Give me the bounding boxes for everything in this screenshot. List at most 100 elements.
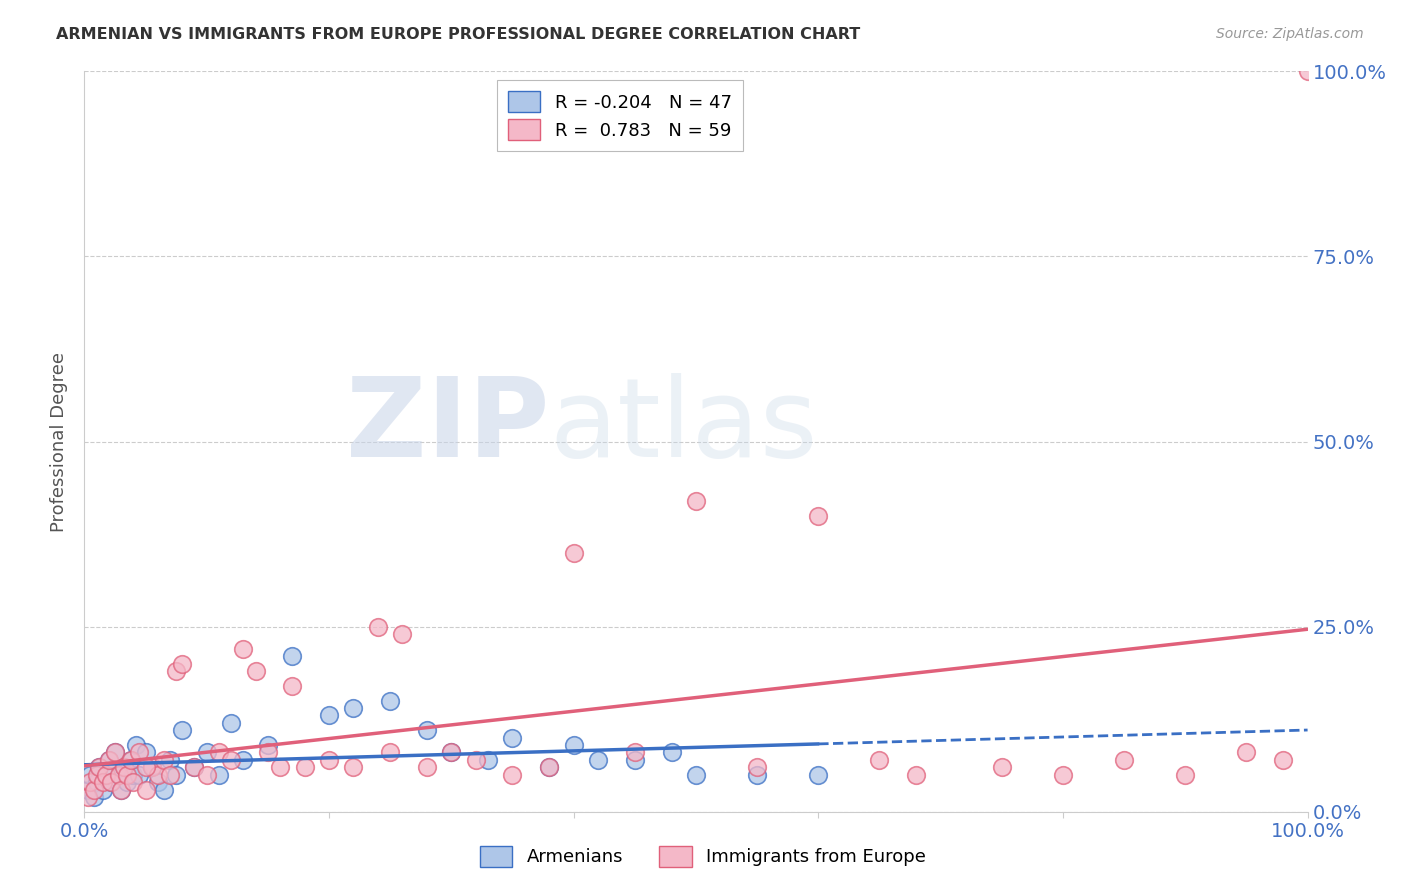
Point <box>128 767 150 781</box>
Point <box>107 767 129 781</box>
Point <box>165 664 187 678</box>
Point <box>86 767 108 781</box>
Point <box>219 753 242 767</box>
Point <box>91 782 114 797</box>
Point <box>464 753 486 767</box>
Point <box>115 767 138 781</box>
Point <box>1052 767 1074 781</box>
Point <box>807 767 830 781</box>
Point <box>991 760 1014 774</box>
Point <box>416 723 439 738</box>
Point <box>125 738 148 752</box>
Point <box>905 767 928 781</box>
Point <box>87 760 110 774</box>
Point <box>87 760 110 774</box>
Point <box>183 760 205 774</box>
Point <box>342 760 364 774</box>
Point <box>624 746 647 760</box>
Point <box>1272 753 1295 767</box>
Point <box>624 753 647 767</box>
Point <box>100 775 122 789</box>
Point <box>195 767 218 781</box>
Point <box>104 746 127 760</box>
Point <box>208 746 231 760</box>
Point <box>685 767 707 781</box>
Point <box>141 760 163 774</box>
Point <box>869 753 891 767</box>
Point <box>747 760 769 774</box>
Point <box>318 753 340 767</box>
Point <box>86 775 108 789</box>
Point <box>172 657 194 671</box>
Point <box>120 753 142 767</box>
Point <box>380 746 402 760</box>
Point <box>172 723 194 738</box>
Point <box>77 789 100 804</box>
Point <box>294 760 316 774</box>
Point <box>100 775 122 789</box>
Point <box>232 641 254 656</box>
Point <box>661 746 683 760</box>
Text: atlas: atlas <box>550 373 818 480</box>
Point <box>128 746 150 760</box>
Point <box>159 767 181 781</box>
Point <box>122 775 145 789</box>
Point <box>83 782 105 797</box>
Point <box>110 782 132 797</box>
Text: Source: ZipAtlas.com: Source: ZipAtlas.com <box>1216 27 1364 41</box>
Legend: R = -0.204   N = 47, R =  0.783   N = 59: R = -0.204 N = 47, R = 0.783 N = 59 <box>498 80 742 151</box>
Point <box>77 782 100 797</box>
Point <box>219 715 242 730</box>
Legend: Armenians, Immigrants from Europe: Armenians, Immigrants from Europe <box>472 838 934 874</box>
Point <box>91 775 114 789</box>
Point <box>367 619 389 633</box>
Point <box>159 753 181 767</box>
Point <box>1296 64 1319 78</box>
Point <box>342 701 364 715</box>
Point <box>115 775 138 789</box>
Point <box>96 767 118 781</box>
Point <box>1114 753 1136 767</box>
Point <box>391 627 413 641</box>
Point <box>257 746 280 760</box>
Point <box>232 753 254 767</box>
Y-axis label: Professional Degree: Professional Degree <box>51 351 69 532</box>
Point <box>135 760 157 774</box>
Point <box>165 767 187 781</box>
Point <box>97 753 120 767</box>
Point <box>269 760 291 774</box>
Point <box>153 753 176 767</box>
Point <box>245 664 267 678</box>
Point <box>440 746 463 760</box>
Point <box>146 767 169 781</box>
Point <box>257 738 280 752</box>
Point <box>318 708 340 723</box>
Point <box>104 746 127 760</box>
Point <box>112 760 135 774</box>
Point <box>281 649 304 664</box>
Text: ZIP: ZIP <box>346 373 550 480</box>
Point <box>538 760 561 774</box>
Point <box>120 753 142 767</box>
Point <box>807 508 830 523</box>
Point <box>685 493 707 508</box>
Point <box>380 694 402 708</box>
Point <box>416 760 439 774</box>
Point <box>135 782 157 797</box>
Point <box>747 767 769 781</box>
Point <box>79 775 101 789</box>
Point <box>195 746 218 760</box>
Point <box>107 767 129 781</box>
Text: ARMENIAN VS IMMIGRANTS FROM EUROPE PROFESSIONAL DEGREE CORRELATION CHART: ARMENIAN VS IMMIGRANTS FROM EUROPE PROFE… <box>56 27 860 42</box>
Point <box>141 760 163 774</box>
Point <box>112 760 135 774</box>
Point <box>477 753 499 767</box>
Point <box>135 746 157 760</box>
Point <box>281 679 304 693</box>
Point <box>208 767 231 781</box>
Point <box>502 731 524 745</box>
Point <box>562 546 585 560</box>
Point <box>538 760 561 774</box>
Point <box>110 782 132 797</box>
Point <box>183 760 205 774</box>
